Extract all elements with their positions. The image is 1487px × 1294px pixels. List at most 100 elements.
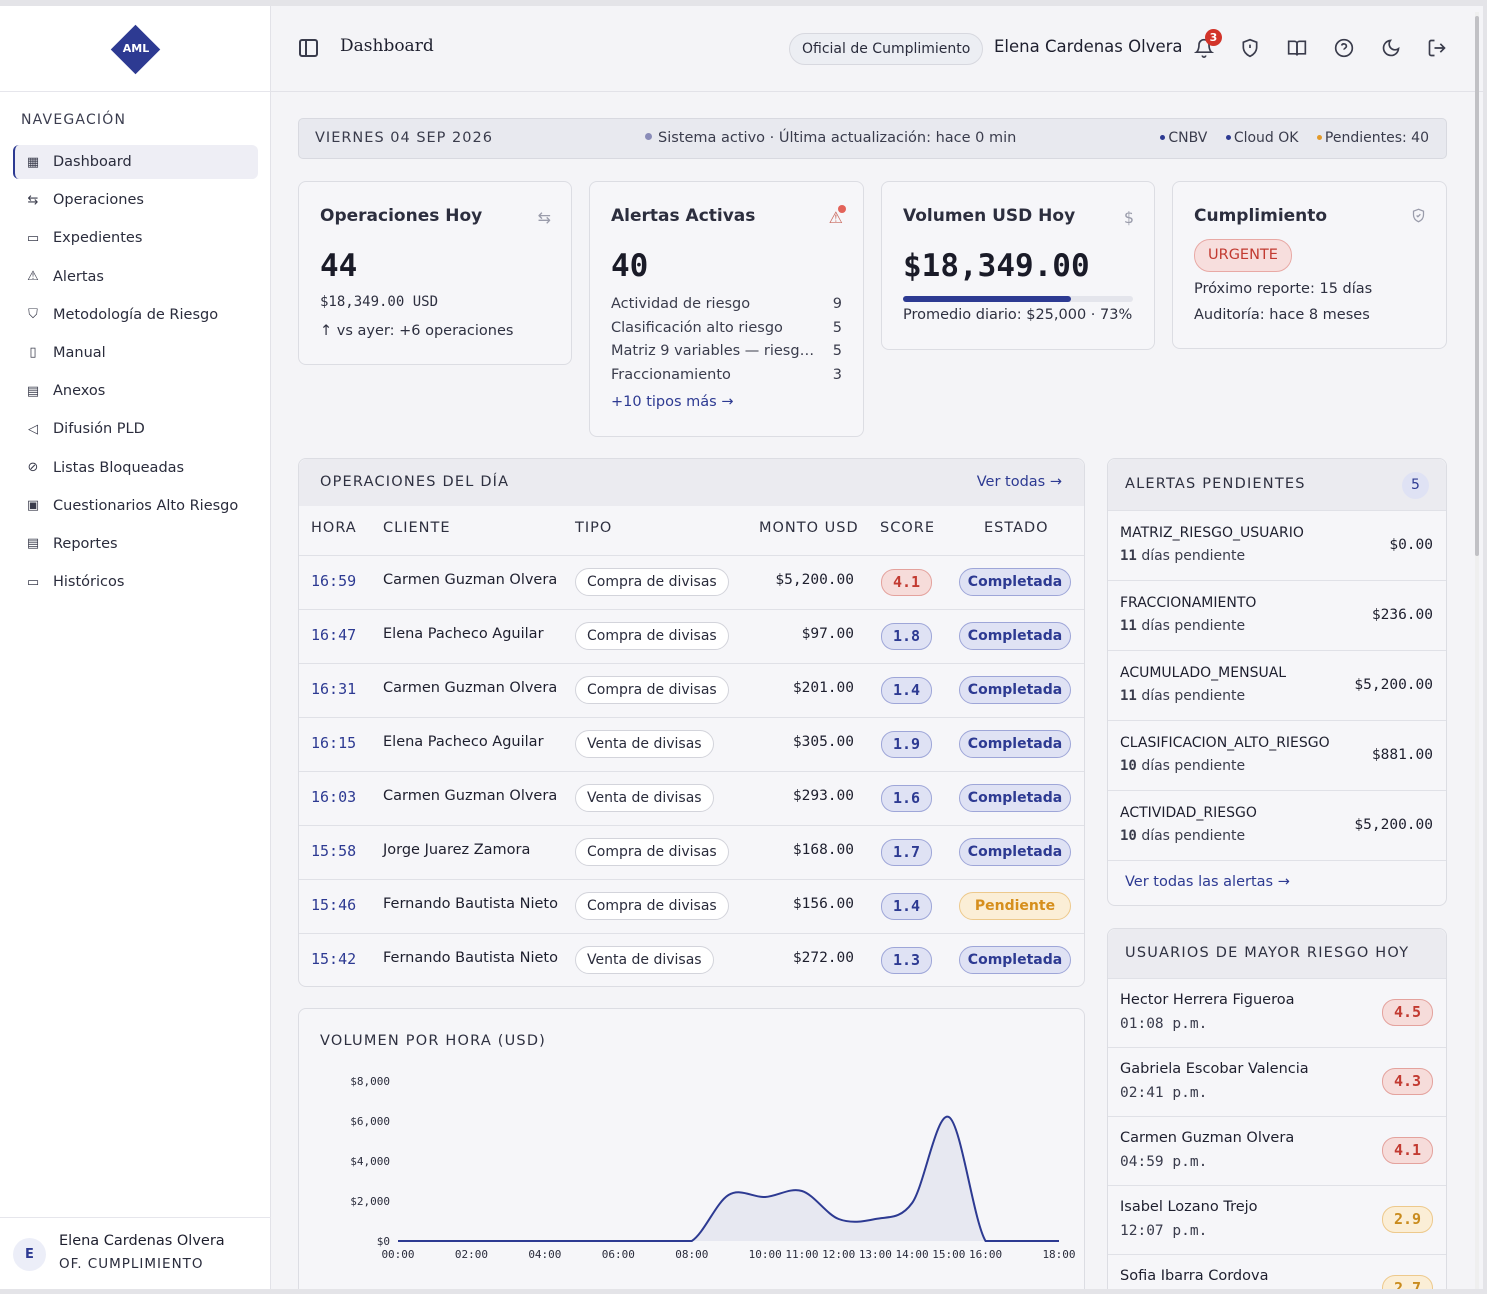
y-tick-label: $0 [377,1235,390,1248]
list-item[interactable]: Carmen Guzman Olvera 04:59 p.m. 4.1 [1108,1116,1446,1185]
alert-name: ACUMULADO_MENSUAL [1120,665,1287,681]
shield-alert-icon[interactable] [1239,37,1261,59]
list-item[interactable]: CLASIFICACION_ALTO_RIESGO 10 días pendien… [1108,720,1446,790]
cell-hora[interactable]: 16:31 [311,680,357,698]
sidebar-item-metodología-de-riesgo[interactable]: ⛉ Metodología de Riesgo [13,298,258,332]
sidebar: AML NAVEGACIÓN ▦ Dashboard ⇆ Operaciones ▭ Ex… [0,6,271,1289]
sidebar-item-alertas[interactable]: ⚠ Alertas [13,260,258,294]
alert-type-line[interactable]: Clasificación alto riesgo 5 [611,320,842,336]
view-all-operations-link[interactable]: Ver todas → [976,474,1062,490]
kpi-compliance-card[interactable]: Cumplimiento URGENTE Próximo reporte: 15… [1172,181,1447,349]
cell-hora[interactable]: 16:59 [311,572,357,590]
sidebar-item-reportes[interactable]: ▤ Reportes [13,527,258,561]
sidebar-item-dashboard[interactable]: ▦ Dashboard [13,145,258,179]
cell-estado-badge: Completada [959,676,1071,704]
x-tick-label: 11:00 [785,1248,818,1261]
cell-hora[interactable]: 16:03 [311,788,357,806]
chart-area-fill [398,1116,1059,1241]
help-icon[interactable] [1333,37,1355,59]
sidebar-item-manual[interactable]: ▯ Manual [13,336,258,370]
cell-hora[interactable]: 16:47 [311,626,357,644]
cell-monto: $5,200.00 [775,572,854,588]
column-header-score[interactable]: SCORE [880,520,935,536]
page-scrollbar[interactable] [1475,12,1479,1289]
column-header-estado[interactable]: ESTADO [984,520,1049,536]
table-row[interactable]: 16:47 Elena Pacheco Aguilar Compra de divi… [299,609,1084,663]
cell-monto: $168.00 [792,842,854,858]
y-tick-label: $4,000 [350,1155,390,1168]
scrollbar-thumb[interactable] [1475,16,1479,556]
risk-score-badge: 2.7 [1382,1275,1433,1289]
sidebar-item-históricos[interactable]: ▭ Históricos [13,565,258,599]
list-item[interactable]: Sofia Ibarra Cordova 2.7 [1108,1254,1446,1289]
view-all-alerts-link[interactable]: Ver todas las alertas → [1125,874,1290,890]
sidebar-item-difusión-pld[interactable]: ◁ Difusión PLD [13,412,258,446]
table-row[interactable]: 16:59 Carmen Guzman Olvera Compra de divis… [299,555,1084,609]
cell-hora[interactable]: 16:15 [311,734,357,752]
table-row[interactable]: 16:31 Carmen Guzman Olvera Compra de divis… [299,663,1084,717]
next-report: Próximo reporte: 15 días [1194,281,1373,297]
list-item[interactable]: Hector Herrera Figueroa 01:08 p.m. 4.5 [1108,978,1446,1047]
x-tick-label: 13:00 [859,1248,892,1261]
more-alert-types-link[interactable]: +10 tipos más → [611,394,734,410]
cell-cliente[interactable]: Fernando Bautista Nieto [383,896,558,912]
cell-cliente[interactable]: Fernando Bautista Nieto [383,950,558,966]
document-icon: ▤ [26,383,40,399]
list-item[interactable]: MATRIZ_RIESGO_USUARIO 11 días pendiente $0… [1108,510,1446,580]
alert-type-line[interactable]: Fraccionamiento 3 [611,367,842,383]
alert-type-label: Matriz 9 variables — riesgo alto [611,343,817,359]
logout-icon[interactable] [1426,37,1448,59]
cell-cliente[interactable]: Carmen Guzman Olvera [383,788,558,804]
list-item[interactable]: ACUMULADO_MENSUAL 11 días pendiente $5,200… [1108,650,1446,720]
column-header-hora[interactable]: HORA [311,520,357,536]
cell-hora[interactable]: 15:58 [311,842,357,860]
cell-hora[interactable]: 15:46 [311,896,357,914]
sidebar-toggle-icon[interactable] [299,39,318,57]
column-header-monto[interactable]: MONTO USD [759,520,859,536]
cell-hora[interactable]: 15:42 [311,950,357,968]
alert-type-count: 5 [832,343,842,359]
alert-days-count: 11 [1120,618,1137,634]
operations-header [299,459,1084,506]
moon-icon[interactable] [1380,37,1402,59]
sidebar-item-operaciones[interactable]: ⇆ Operaciones [13,183,258,217]
book-icon[interactable] [1286,37,1308,59]
kpi-operations-card[interactable]: Operaciones Hoy ⇆ 44 $18,349.00 USD ↑ vs… [298,181,572,365]
table-row[interactable]: 16:15 Elena Pacheco Aguilar Venta de divis… [299,717,1084,771]
list-item[interactable]: Gabriela Escobar Valencia 02:41 p.m. 4.3 [1108,1047,1446,1116]
sidebar-item-listas-bloqueadas[interactable]: ⊘ Listas Bloqueadas [13,451,258,485]
list-item[interactable]: FRACCIONAMIENTO 11 días pendiente $236.00 [1108,580,1446,650]
alert-name: MATRIZ_RIESGO_USUARIO [1120,525,1304,541]
folder-open-icon: ▭ [26,230,40,246]
cell-cliente[interactable]: Jorge Juarez Zamora [383,842,531,858]
kpi-alerts-card[interactable]: Alertas Activas ⚠ 40 Actividad de riesgo… [589,181,864,437]
cell-cliente[interactable]: Carmen Guzman Olvera [383,572,558,588]
alert-type-line[interactable]: Matriz 9 variables — riesgo alto 5 [611,343,842,359]
sidebar-user[interactable]: E Elena Cardenas Olvera OF. CUMPLIMIENTO [0,1217,271,1289]
sidebar-item-cuestionarios-alto-riesgo[interactable]: ▣ Cuestionarios Alto Riesgo [13,489,258,523]
list-item[interactable]: Isabel Lozano Trejo 12:07 p.m. 2.9 [1108,1185,1446,1254]
column-header-cliente[interactable]: CLIENTE [383,520,451,536]
cell-cliente[interactable]: Carmen Guzman Olvera [383,680,558,696]
alert-days: 11 días pendiente [1120,618,1245,634]
table-row[interactable]: 15:46 Fernando Bautista Nieto Compra de di… [299,879,1084,933]
bell-icon[interactable] [1193,37,1215,59]
table-row[interactable]: 15:42 Fernando Bautista Nieto Venta de div… [299,933,1084,987]
cell-score-badge: 1.3 [881,947,932,974]
operations-card: OPERACIONES DEL DÍA Ver todas → HORA CLI… [298,458,1085,987]
sidebar-item-label: Metodología de Riesgo [53,306,219,323]
sidebar-item-anexos[interactable]: ▤ Anexos [13,374,258,408]
list-item[interactable]: ACTIVIDAD_RIESGO 10 días pendiente $5,200.… [1108,790,1446,860]
cell-cliente[interactable]: Elena Pacheco Aguilar [383,734,544,750]
table-row[interactable]: 15:58 Jorge Juarez Zamora Compra de divisa… [299,825,1084,879]
column-header-tipo[interactable]: TIPO [575,520,613,536]
cell-score-badge: 4.1 [881,569,932,596]
cell-cliente[interactable]: Elena Pacheco Aguilar [383,626,544,642]
table-row[interactable]: 16:03 Carmen Guzman Olvera Venta de divisa… [299,771,1084,825]
sidebar-item-expedientes[interactable]: ▭ Expedientes [13,221,258,255]
kpi-volume-card[interactable]: Volumen USD Hoy $ $18,349.00 Promedio di… [881,181,1155,350]
system-status-text: Sistema activo · Última actualización: h… [658,130,1017,146]
kpi-title: Cumplimiento [1194,206,1328,226]
alert-type-line[interactable]: Actividad de riesgo 9 [611,296,842,312]
page-title: Dashboard [340,36,434,56]
